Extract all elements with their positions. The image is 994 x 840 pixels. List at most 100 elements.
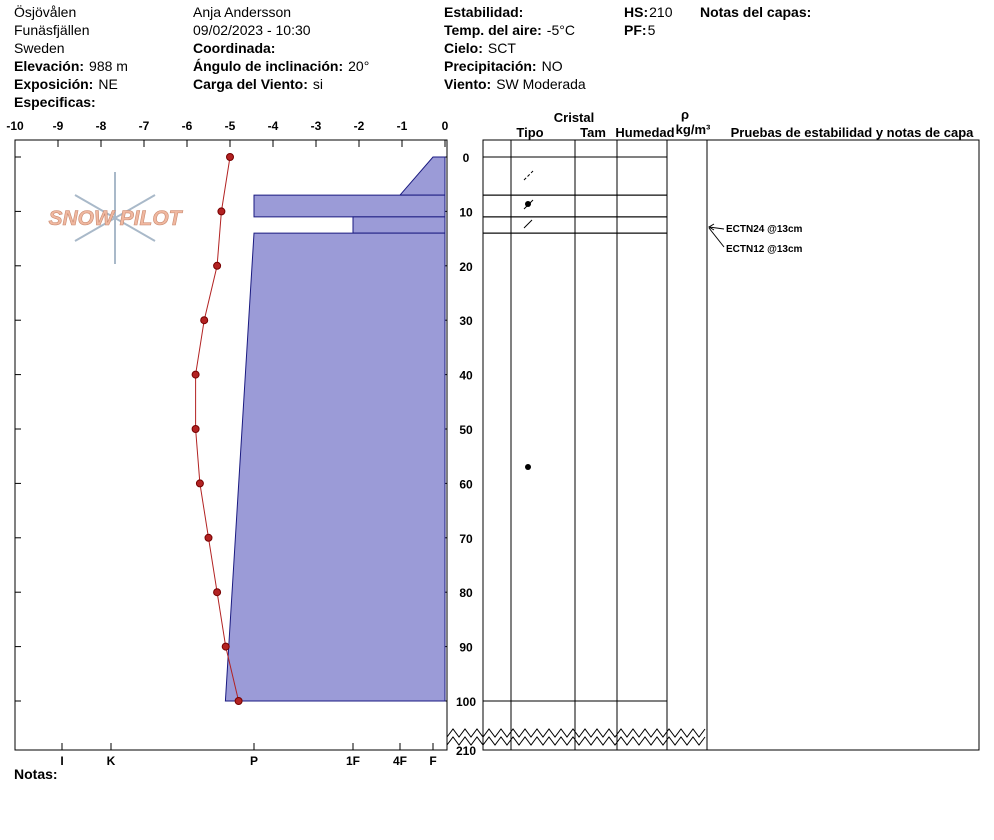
header-value: NO	[542, 58, 563, 74]
depth-tick-label: 0	[463, 151, 470, 165]
header-text: Funäsfjällen	[14, 22, 90, 38]
header-text: Sweden	[14, 40, 65, 56]
temp-point	[191, 425, 200, 433]
depth-tick-label: 80	[459, 586, 473, 600]
header-text: Anja Andersson	[193, 4, 291, 20]
col-header: Humedad	[615, 125, 674, 140]
temp-point	[221, 642, 230, 651]
depth-tick-label: 210	[456, 744, 476, 758]
col-header: Tipo	[516, 125, 543, 140]
hardness-tick-label: I	[60, 754, 63, 768]
hardness-tick-label: K	[107, 754, 116, 768]
grain-symbols	[523, 170, 534, 470]
temp-point	[213, 588, 222, 597]
flake-arm	[74, 194, 156, 242]
header-label: Exposición:	[14, 76, 93, 92]
stability-test: ECTN24 @13cm	[726, 224, 803, 235]
hardness-tick-label: 1F	[346, 754, 360, 768]
temp-tick-label: -9	[53, 119, 64, 133]
temp-point	[226, 153, 234, 161]
header-value: 988 m	[89, 58, 128, 74]
hardness-tick-label: P	[250, 754, 258, 768]
header-value: 20°	[348, 58, 369, 74]
header-label: Estabilidad:	[444, 4, 523, 20]
col-header: Cristal	[554, 110, 594, 125]
col-header: Pruebas de estabilidad y notas de capa	[731, 125, 975, 140]
header-label: Carga del Viento:	[193, 76, 308, 92]
depth-tick-label: 100	[456, 695, 476, 709]
header-label: Precipitación:	[444, 58, 537, 74]
temp-tick-label: -7	[139, 119, 150, 133]
temp-tick-label: -8	[96, 119, 107, 133]
left-frame	[14, 139, 448, 751]
header-label: Viento:	[444, 76, 491, 92]
header-label: Ángulo de inclinación:	[193, 58, 343, 74]
header-text: Ösjövålen	[14, 3, 76, 20]
header-label: Especificas:	[14, 94, 96, 110]
header-text: 09/02/2023 - 10:30	[193, 22, 311, 38]
test-arrows	[708, 223, 725, 248]
depth-tick-label: 30	[459, 314, 473, 328]
header-label: Coordinada:	[193, 40, 275, 56]
logo	[74, 172, 156, 264]
hardness-layer	[352, 216, 446, 234]
temp-point	[204, 533, 213, 542]
temp-point	[217, 207, 226, 216]
arrowhead	[708, 223, 715, 231]
header-label: Temp. del aire:	[444, 22, 542, 38]
depth-tick-label: 70	[459, 532, 473, 546]
depth-tick-label: 50	[459, 423, 473, 437]
temp-tick-label: -6	[182, 119, 193, 133]
arrow	[708, 227, 725, 248]
depth-tick-label: 60	[459, 477, 473, 491]
grain-symbol	[523, 170, 534, 181]
header-value: 5	[648, 22, 656, 38]
header-value: -5°C	[547, 22, 575, 38]
header-value: SCT	[488, 40, 516, 56]
axis-break	[446, 736, 706, 746]
col-header: kg/m³	[676, 122, 711, 137]
right-frame	[482, 139, 980, 751]
col-header: Tam	[580, 125, 606, 140]
hardness-tick-label: F	[429, 754, 436, 768]
grain-symbol	[523, 219, 533, 229]
axis-break	[446, 728, 706, 738]
notes-label: Notas:	[14, 766, 58, 782]
header-label: PF:	[624, 22, 647, 38]
temp-tick-label: -5	[225, 119, 236, 133]
header-value: 210	[649, 4, 673, 20]
temp-point	[195, 479, 204, 488]
temp-tick-label: -3	[311, 119, 322, 133]
temp-point	[213, 261, 222, 270]
hardness-layer	[253, 194, 446, 218]
depth-tick-label: 90	[459, 641, 473, 655]
temp-tick-label: -10	[6, 119, 24, 133]
header-value: si	[313, 76, 323, 92]
temp-point	[200, 316, 209, 325]
temp-tick-label: -1	[397, 119, 408, 133]
depth-tick-label: 20	[459, 260, 473, 274]
grain-symbol	[525, 201, 531, 207]
col-header: ρ	[681, 107, 689, 122]
header-value: NE	[98, 76, 117, 92]
temp-point	[234, 697, 243, 705]
arrow	[708, 226, 725, 230]
hardness-layer	[224, 232, 446, 702]
temp-tick-label: -4	[268, 119, 279, 133]
header-value: SW Moderada	[496, 76, 586, 92]
header-label: Elevación:	[14, 58, 84, 74]
hardness-tick-label: 4F	[393, 754, 407, 768]
temp-tick-label: -2	[354, 119, 365, 133]
depth-tick-label: 40	[459, 369, 473, 383]
depth-tick-label: 10	[459, 205, 473, 219]
header-label: Cielo:	[444, 40, 483, 56]
stability-test: ECTN12 @13cm	[726, 244, 803, 255]
logo-text: SNOW PILOT	[49, 207, 184, 230]
header-label: Notas del capas:	[700, 4, 811, 20]
header-label: HS:	[624, 4, 648, 20]
grain-symbol	[523, 199, 534, 210]
temp-point	[191, 370, 200, 379]
hardness-layer	[398, 156, 446, 196]
temp-tick-label: 0	[442, 119, 449, 133]
